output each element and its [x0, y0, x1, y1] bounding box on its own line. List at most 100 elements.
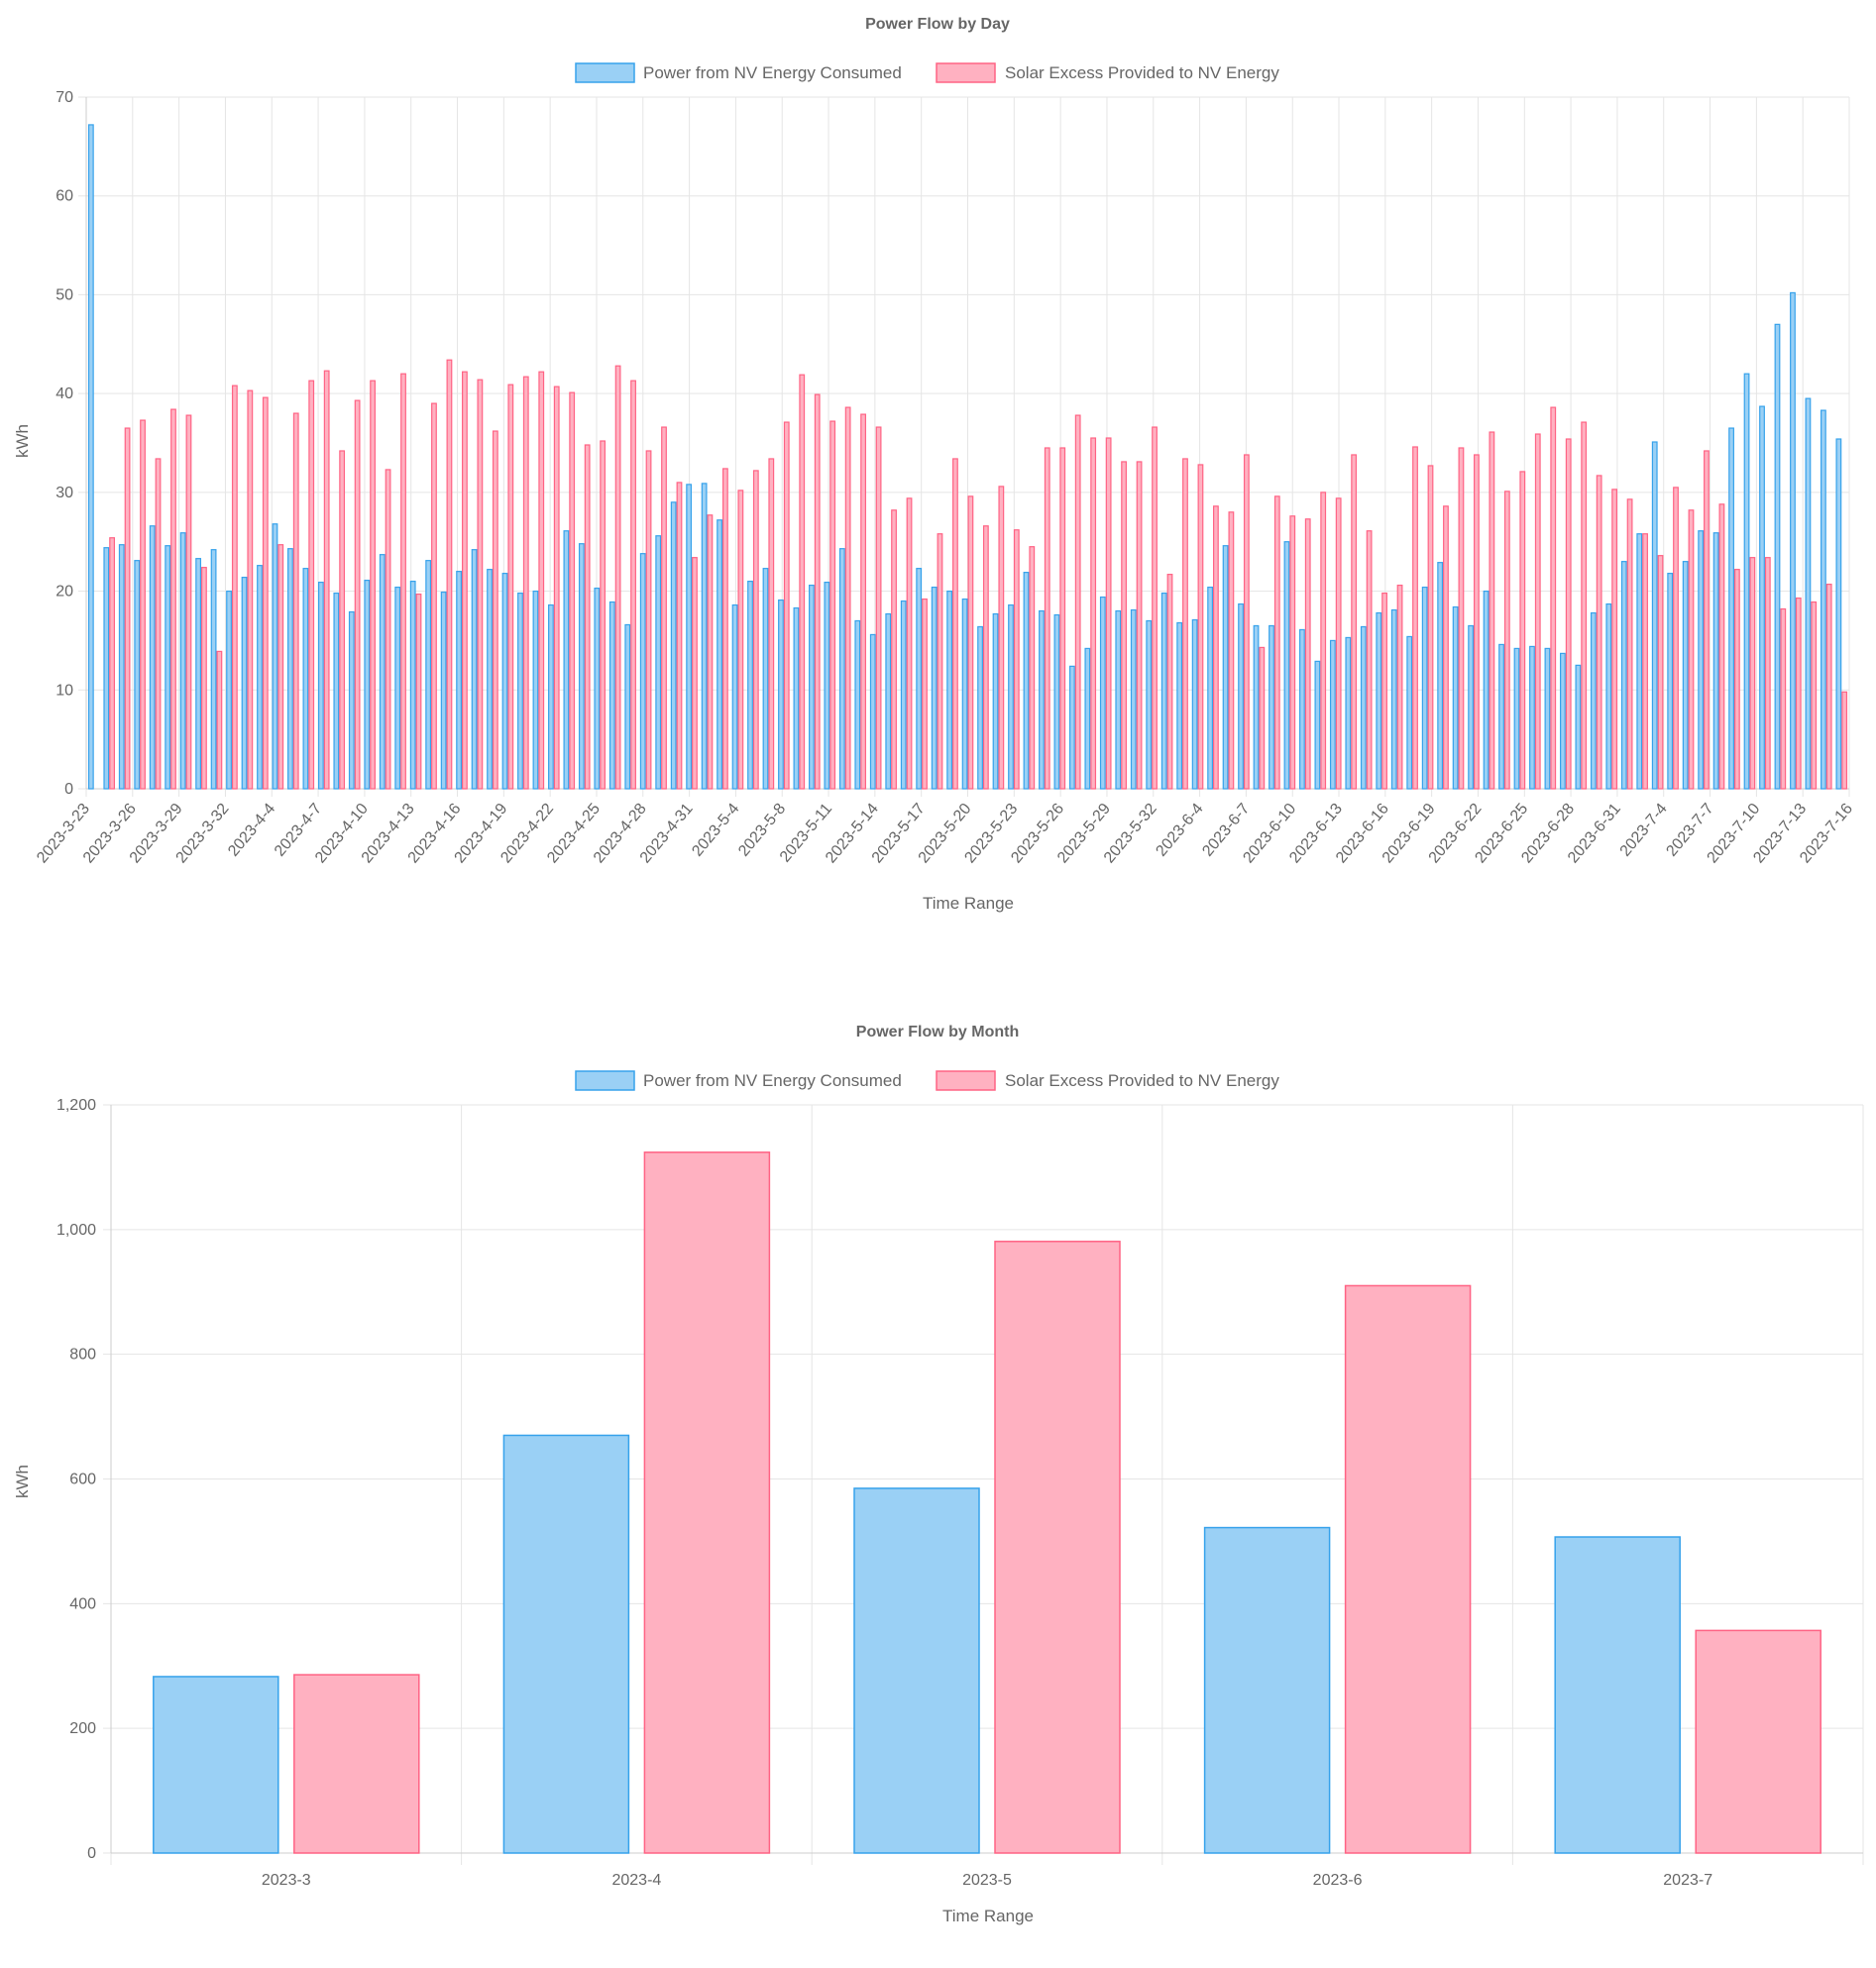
daily-bar-consumed[interactable] [1390, 608, 1397, 790]
daily-bar-excess[interactable] [1136, 461, 1143, 790]
daily-bar-excess[interactable] [829, 420, 836, 790]
daily-bar-excess[interactable] [860, 413, 867, 790]
daily-legend-excess-swatch[interactable] [936, 62, 996, 83]
daily-bar-excess[interactable] [1565, 438, 1572, 790]
daily-bar-excess[interactable] [446, 359, 453, 790]
daily-bar-consumed[interactable] [594, 587, 601, 790]
daily-bar-consumed[interactable] [241, 577, 248, 790]
daily-bar-consumed[interactable] [1421, 586, 1428, 790]
daily-bar-consumed[interactable] [425, 560, 432, 790]
daily-bar-excess[interactable] [768, 458, 775, 790]
daily-bar-excess[interactable] [339, 450, 346, 790]
daily-bar-excess[interactable] [155, 458, 162, 790]
daily-bar-excess[interactable] [462, 371, 468, 790]
monthly-bar-consumed[interactable] [153, 1676, 279, 1854]
daily-bar-consumed[interactable] [639, 553, 646, 790]
daily-bar-consumed[interactable] [1820, 409, 1826, 790]
daily-bar-consumed[interactable] [1743, 373, 1750, 790]
daily-bar-excess[interactable] [262, 396, 269, 790]
daily-bar-excess[interactable] [1841, 691, 1848, 790]
daily-bar-consumed[interactable] [701, 483, 708, 790]
daily-bar-excess[interactable] [1320, 492, 1327, 790]
daily-bar-consumed[interactable] [471, 549, 478, 790]
daily-bar-excess[interactable] [400, 373, 406, 790]
daily-bar-consumed[interactable] [1544, 647, 1551, 790]
daily-legend-consumed-swatch[interactable] [575, 62, 635, 83]
daily-bar-excess[interactable] [1213, 505, 1219, 790]
daily-bar-consumed[interactable] [608, 601, 615, 790]
daily-bar-excess[interactable] [569, 391, 576, 790]
daily-bar-consumed[interactable] [456, 571, 463, 790]
daily-bar-excess[interactable] [1243, 454, 1250, 790]
daily-bar-consumed[interactable] [1023, 572, 1030, 790]
daily-bar-excess[interactable] [1443, 505, 1449, 790]
daily-bar-excess[interactable] [1074, 414, 1081, 790]
daily-bar-consumed[interactable] [1483, 590, 1490, 790]
daily-bar-excess[interactable] [1105, 437, 1112, 790]
daily-bar-excess[interactable] [231, 384, 238, 790]
daily-bar-consumed[interactable] [1008, 603, 1014, 790]
daily-bar-excess[interactable] [1013, 529, 1020, 790]
daily-bar-excess[interactable] [1044, 447, 1050, 790]
daily-bar-excess[interactable] [584, 444, 591, 790]
daily-bar-excess[interactable] [170, 408, 176, 790]
daily-bar-excess[interactable] [1366, 530, 1373, 790]
daily-bar-consumed[interactable] [1222, 545, 1229, 790]
daily-bar-excess[interactable] [752, 470, 759, 790]
daily-bar-excess[interactable] [1749, 557, 1756, 790]
daily-bar-consumed[interactable] [1651, 441, 1658, 790]
daily-bar-excess[interactable] [1396, 584, 1403, 790]
daily-bar-excess[interactable] [1473, 454, 1480, 790]
daily-bar-excess[interactable] [1412, 446, 1418, 790]
daily-bar-excess[interactable] [906, 497, 913, 790]
daily-bar-consumed[interactable] [1283, 541, 1290, 790]
daily-bar-excess[interactable] [553, 385, 560, 790]
daily-bar-excess[interactable] [676, 482, 683, 790]
daily-bar-consumed[interactable] [747, 580, 753, 790]
daily-bar-consumed[interactable] [778, 599, 784, 790]
daily-bar-excess[interactable] [1642, 533, 1648, 790]
monthly-bar-excess[interactable] [994, 1241, 1121, 1854]
daily-bar-consumed[interactable] [1468, 624, 1474, 790]
daily-bar-consumed[interactable] [440, 591, 447, 790]
daily-bar-consumed[interactable] [824, 581, 830, 790]
daily-bar-excess[interactable] [507, 383, 514, 790]
daily-bar-consumed[interactable] [1299, 628, 1305, 790]
daily-bar-consumed[interactable] [1728, 427, 1734, 790]
daily-bar-consumed[interactable] [1176, 621, 1183, 790]
daily-bar-consumed[interactable] [1560, 652, 1566, 790]
daily-bar-consumed[interactable] [1712, 532, 1719, 790]
daily-legend-consumed-label[interactable]: Power from NV Energy Consumed [643, 63, 902, 82]
daily-bar-consumed[interactable] [348, 610, 355, 790]
daily-bar-consumed[interactable] [977, 625, 983, 790]
daily-bar-excess[interactable] [1550, 406, 1557, 790]
daily-bar-excess[interactable] [1704, 450, 1710, 790]
daily-bar-consumed[interactable] [179, 532, 186, 790]
daily-bar-consumed[interactable] [1345, 636, 1352, 790]
daily-bar-excess[interactable] [600, 440, 607, 790]
daily-bar-consumed[interactable] [1238, 602, 1244, 790]
daily-bar-consumed[interactable] [838, 548, 845, 790]
daily-bar-excess[interactable] [477, 379, 484, 790]
daily-bar-excess[interactable] [630, 380, 636, 790]
daily-bar-consumed[interactable] [364, 580, 371, 790]
daily-bar-consumed[interactable] [1253, 624, 1260, 790]
daily-bar-excess[interactable] [538, 371, 545, 790]
daily-bar-excess[interactable] [922, 598, 928, 790]
daily-bar-consumed[interactable] [134, 560, 141, 790]
daily-bar-excess[interactable] [844, 406, 851, 790]
daily-bar-excess[interactable] [354, 399, 361, 790]
daily-bar-excess[interactable] [1718, 503, 1725, 790]
monthly-bar-excess[interactable] [1695, 1629, 1821, 1854]
daily-bar-excess[interactable] [370, 380, 376, 790]
daily-bar-excess[interactable] [1534, 433, 1541, 790]
daily-bar-excess[interactable] [1121, 461, 1127, 790]
monthly-bar-excess[interactable] [643, 1151, 771, 1854]
daily-bar-excess[interactable] [692, 557, 698, 790]
daily-bar-excess[interactable] [431, 402, 437, 790]
daily-bar-excess[interactable] [522, 376, 529, 790]
daily-bar-consumed[interactable] [961, 598, 968, 790]
daily-bar-consumed[interactable] [257, 565, 263, 790]
daily-bar-consumed[interactable] [1590, 611, 1597, 790]
daily-bar-excess[interactable] [721, 468, 728, 790]
